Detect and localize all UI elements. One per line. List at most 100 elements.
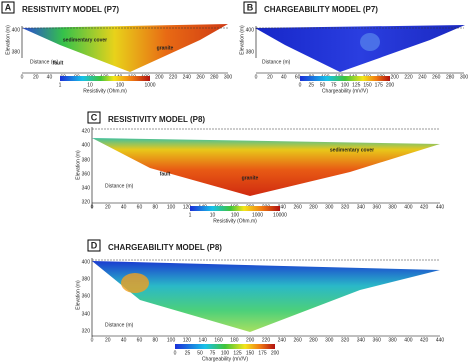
panel-title: RESISTIVITY MODEL (P7) [22, 5, 119, 14]
colorbar-tick-label: 0 [299, 82, 302, 88]
colorbar-label: Chargeability (mV/V) [322, 88, 368, 94]
x-tick-label: 0 [255, 74, 258, 80]
x-axis-label: Distance (m) [262, 59, 291, 65]
colorbar-tick-label: 50 [197, 350, 203, 356]
colorbar-label: Resistivity (Ohm.m) [213, 218, 257, 224]
annotation: granite [157, 45, 174, 51]
colorbar-tick-label: 0 [174, 350, 177, 356]
colorbar-tick-label: 10000 [273, 212, 287, 218]
colorbar-tick-label: 50 [320, 82, 326, 88]
colorbar-tick-label: 1 [189, 212, 192, 218]
x-axis-label: Distance (m) [30, 59, 59, 65]
annotation: granite [242, 175, 259, 181]
colorbar-tick-label: 1000 [252, 212, 263, 218]
x-tick-label: 300 [224, 74, 233, 80]
section [92, 261, 440, 332]
x-tick-label: 60 [137, 204, 143, 210]
colorbar-tick-label: 200 [271, 350, 280, 356]
x-tick-label: 60 [295, 74, 301, 80]
section [92, 138, 440, 196]
x-tick-label: 20 [105, 204, 111, 210]
colorbar-tick-label: 150 [363, 82, 372, 88]
x-tick-label: 240 [183, 74, 192, 80]
colorbar-tick-label: 150 [246, 350, 255, 356]
panel-label: A [5, 2, 12, 12]
y-tick-label: 360 [82, 293, 91, 299]
colorbar-tick-label: 175 [258, 350, 267, 356]
panel-title: CHARGEABILITY MODEL (P7) [264, 5, 378, 14]
x-tick-label: 360 [373, 337, 382, 343]
colorbar-tick-label: 125 [352, 82, 361, 88]
anomaly [360, 33, 380, 51]
y-tick-label: 320 [82, 199, 91, 205]
x-tick-label: 0 [91, 337, 94, 343]
x-tick-label: 120 [183, 337, 192, 343]
colorbar-tick-label: 100 [221, 350, 230, 356]
x-tick-label: 440 [436, 337, 445, 343]
colorbar-tick-label: 1 [59, 82, 62, 88]
anomaly [121, 273, 149, 293]
panel-label-box [243, 1, 257, 14]
x-tick-label: 260 [432, 74, 441, 80]
section [255, 25, 465, 72]
x-tick-label: 80 [152, 337, 158, 343]
y-tick-label: 340 [82, 311, 91, 317]
colorbar-tick-label: 200 [386, 82, 395, 88]
x-tick-label: 180 [230, 337, 239, 343]
x-tick-label: 440 [436, 204, 445, 210]
panel-label-box [1, 1, 15, 14]
x-tick-label: 40 [281, 74, 287, 80]
colorbar-tick-label: 25 [185, 350, 191, 356]
y-tick-label: 380 [82, 157, 91, 163]
colorbar-tick-label: 175 [375, 82, 384, 88]
y-tick-label: 400 [82, 259, 91, 265]
x-tick-label: 240 [418, 74, 427, 80]
x-tick-label: 360 [373, 204, 382, 210]
x-tick-label: 280 [446, 74, 455, 80]
x-tick-label: 420 [420, 337, 429, 343]
x-tick-label: 240 [278, 337, 287, 343]
x-tick-label: 400 [404, 204, 413, 210]
colorbar-tick-label: 75 [331, 82, 337, 88]
y-tick-label: 360 [82, 171, 91, 177]
x-tick-label: 300 [325, 204, 334, 210]
x-tick-label: 200 [155, 74, 164, 80]
x-tick-label: 140 [199, 337, 208, 343]
y-axis-label: Elevation (m) [5, 25, 11, 55]
colorbar-label: Resistivity (Ohm.m) [83, 88, 127, 94]
panel-label-box [87, 239, 101, 252]
panel-label: C [91, 112, 98, 122]
y-tick-label: 420 [82, 128, 91, 134]
colorbar-tick-label: 100 [231, 212, 240, 218]
x-tick-label: 320 [341, 204, 350, 210]
x-tick-label: 200 [246, 337, 255, 343]
x-tick-label: 260 [196, 74, 205, 80]
colorbar-tick-label: 10 [210, 212, 216, 218]
panel-title: RESISTIVITY MODEL (P8) [108, 115, 205, 124]
x-tick-label: 220 [262, 337, 271, 343]
colorbar-tick-label: 25 [308, 82, 314, 88]
x-tick-label: 200 [390, 74, 399, 80]
x-tick-label: 40 [121, 204, 127, 210]
colorbar-label: Chargeability (mV/V) [202, 356, 248, 362]
x-tick-label: 100 [167, 204, 176, 210]
x-tick-label: 220 [404, 74, 413, 80]
y-tick-label: 340 [82, 185, 91, 191]
x-tick-label: 60 [137, 337, 143, 343]
colorbar-tick-label: 100 [116, 82, 125, 88]
x-tick-label: 380 [388, 204, 397, 210]
x-tick-label: 40 [47, 74, 53, 80]
colorbar [60, 76, 150, 81]
x-tick-label: 340 [357, 204, 366, 210]
x-axis-label: Distance (m) [105, 183, 134, 189]
x-tick-label: 80 [152, 204, 158, 210]
y-axis-label: Elevation (m) [75, 280, 81, 310]
colorbar [190, 206, 280, 211]
x-tick-label: 380 [388, 337, 397, 343]
panel-title: CHARGEABILITY MODEL (P8) [108, 243, 222, 252]
annotation: fault [160, 171, 171, 177]
panel-label: D [91, 240, 98, 250]
colorbar [175, 344, 275, 349]
x-tick-label: 40 [121, 337, 127, 343]
